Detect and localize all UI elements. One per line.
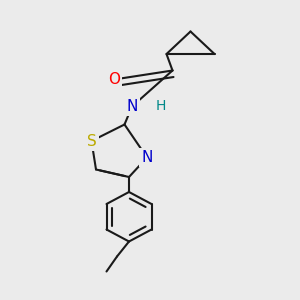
Text: O: O bbox=[108, 72, 120, 87]
Text: N: N bbox=[141, 150, 153, 165]
Text: N: N bbox=[126, 99, 138, 114]
Text: S: S bbox=[87, 134, 96, 148]
Text: H: H bbox=[155, 100, 166, 113]
